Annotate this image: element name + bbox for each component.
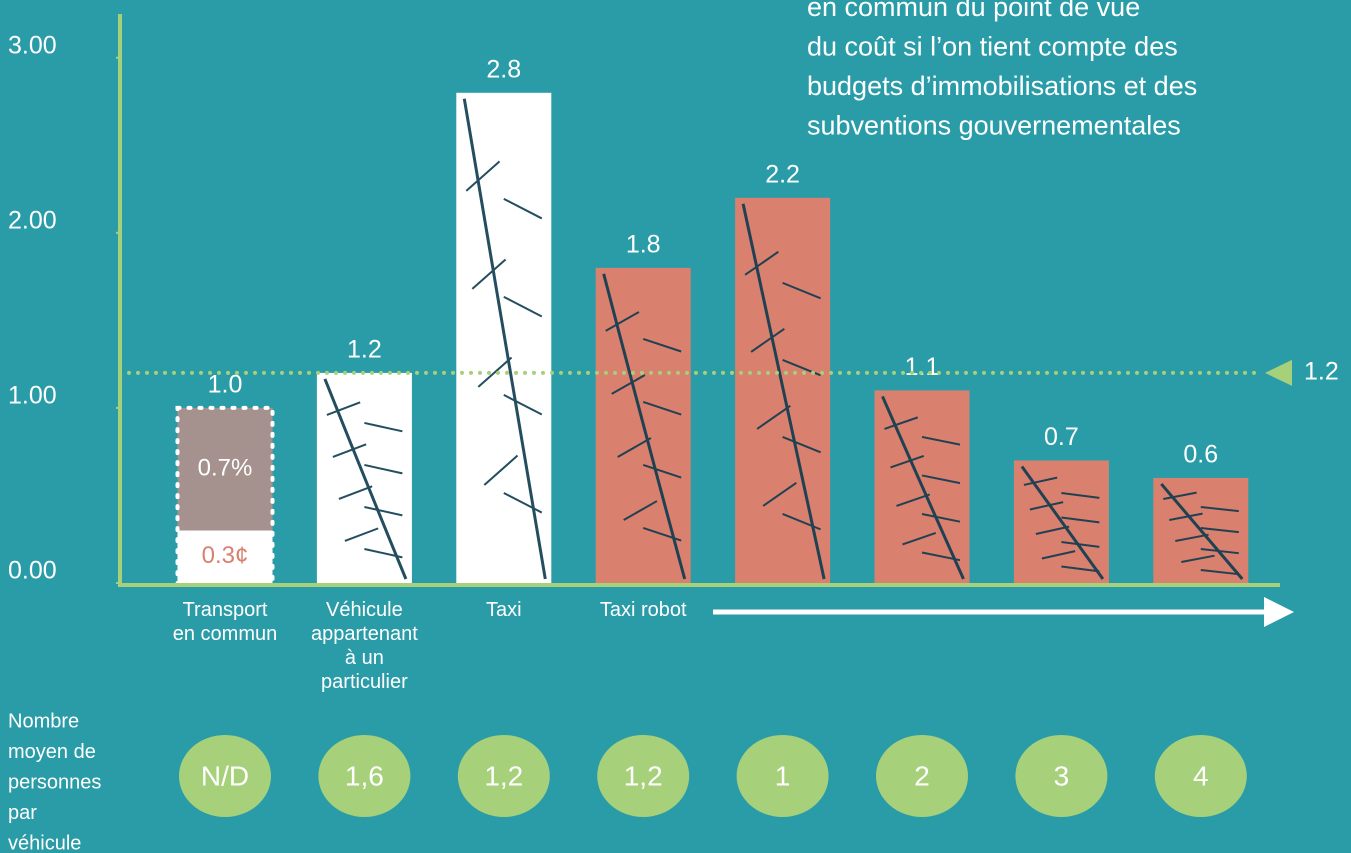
occupancy-value: 1,2 (624, 760, 663, 791)
reference-label: 1.2 (1304, 358, 1339, 386)
occupancy-label: Nombre (8, 710, 79, 732)
reference-marker (1265, 360, 1292, 386)
y-tick-label: 2.00 (8, 206, 57, 234)
occupancy-value: 2 (914, 760, 930, 791)
value-label: 0.7 (1044, 423, 1079, 451)
occupancy-label: véhicule (8, 832, 81, 853)
annotation-line: du coût si l’on tient compte des (807, 32, 1178, 62)
x-tick-label: Transport en commun (169, 598, 281, 646)
value-label: 2.2 (765, 160, 800, 188)
annotation-line: budgets d’immobilisations et des (807, 71, 1197, 101)
x-tick-label: Véhicule appartenant à un particulier (308, 598, 420, 694)
annotation-line: en commun du point de vue (807, 0, 1140, 22)
page: en commun du point de vue du coût si l’on… (0, 0, 1351, 853)
occupancy-value: 1 (775, 760, 791, 791)
value-label: 0.6 (1183, 441, 1218, 469)
arrow-head (1264, 597, 1294, 627)
y-tick-label: 0.00 (8, 557, 57, 585)
segment-label: 0.7% (198, 455, 253, 482)
x-tick-label: Taxi (448, 598, 560, 622)
occupancy-value: 3 (1054, 760, 1070, 791)
occupancy-value: 1,2 (484, 760, 523, 791)
value-label: 1.8 (626, 230, 661, 258)
y-tick-label: 3.00 (8, 31, 57, 59)
chart: en commun du point de vue du coût si l’on… (0, 0, 1351, 853)
occupancy-value: 4 (1193, 760, 1209, 791)
occupancy-value: N/D (201, 760, 249, 791)
segment-label: 0.3¢ (202, 542, 249, 569)
value-label: 1.1 (905, 353, 940, 381)
occupancy-label: personnes (8, 771, 101, 793)
x-tick-label: Taxi robot (587, 598, 699, 622)
annotation-line: subventions gouvernementales (807, 111, 1181, 141)
value-label: 2.8 (486, 55, 521, 83)
occupancy-value: 1,6 (345, 760, 384, 791)
value-label: 1.2 (347, 336, 382, 364)
y-tick-label: 1.00 (8, 382, 57, 410)
occupancy-label: par (8, 802, 37, 824)
occupancy-label: moyen de (8, 741, 96, 763)
